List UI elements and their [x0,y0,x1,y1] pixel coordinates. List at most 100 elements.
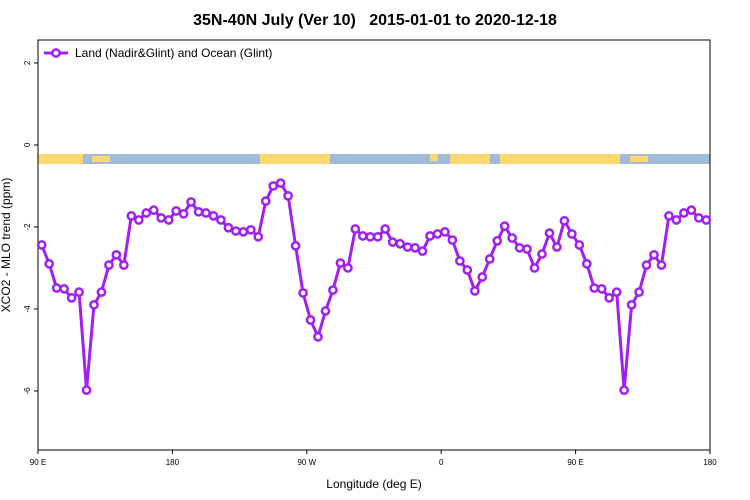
data-point [686,205,697,215]
data-point [133,215,144,225]
y-tick-label: -2 [23,223,32,231]
data-point [507,233,517,243]
data-point [634,287,644,297]
data-point [693,213,704,223]
data-point [313,331,323,342]
data-point [238,227,249,237]
data-point [649,249,659,260]
data-point [186,197,196,207]
data-point [104,260,114,270]
y-tick-label: -4 [23,305,32,313]
data-point [320,306,331,316]
chart-title: 35N-40N July (Ver 10) 2015-01-01 to 2020… [193,12,557,29]
data-point [141,208,152,218]
data-point [298,288,308,298]
data-point [484,254,495,264]
data-point [626,300,637,310]
legend-label: Land (Nadir&Glint) and Ocean (Glint) [75,46,272,60]
data-point [410,243,420,253]
data-point [283,190,293,201]
x-tick-label: 180 [166,458,180,467]
data-point [208,211,219,221]
x-tick-label: 0 [439,458,444,467]
data-point [44,259,55,269]
data-point [589,283,600,293]
data-point [216,215,226,225]
data-point [395,238,405,249]
x-tick-label: 90 E [567,458,583,467]
data-point [372,231,383,242]
x-tick-label: 90 E [30,458,46,467]
data-point [455,256,465,266]
y-tick-label: 2 [23,60,32,65]
y-tick-label: -6 [23,387,32,395]
land-ocean-strip [38,154,710,164]
data-point [559,215,570,226]
data-point [581,259,592,269]
data-point [529,263,540,273]
data-point [290,240,301,251]
data-point [96,287,107,297]
data-point [178,208,189,219]
x-axis-label: Longitude (deg E) [326,477,421,491]
data-point [59,284,69,294]
data-point [335,258,346,268]
data-point [365,231,376,242]
data-point [275,178,286,188]
data-point [447,235,458,245]
data-point [223,222,234,233]
data-point [492,236,503,246]
data-point [343,263,353,273]
data-point [522,244,532,254]
data-point [245,224,256,235]
data-point [74,287,84,297]
data-point [656,260,667,270]
data-point [664,211,674,221]
x-tick-label: 90 W [297,458,316,467]
data-point [619,385,629,395]
data-point [81,385,92,395]
data-point [611,287,622,297]
data-point [425,231,435,241]
data-point [387,237,398,247]
data-point [36,240,47,250]
data-point [231,226,241,236]
data-point [51,283,62,293]
data-point [357,231,368,241]
data-point [679,208,689,218]
data-point [462,265,473,275]
data-point [111,249,122,260]
data-point [552,242,562,252]
legend-marker [51,48,61,58]
data-point [260,196,271,206]
data-point [440,227,450,237]
data-point [201,208,211,218]
data-point [66,293,77,303]
data-point [171,206,181,216]
series-line [40,181,707,392]
data-point [156,213,167,223]
data-point [701,215,712,225]
data-point [268,181,279,191]
y-tick-label: 0 [23,142,32,147]
data-point [193,206,204,217]
data-point [417,246,428,256]
data-point [328,285,338,295]
data-point [671,215,682,225]
data-point [604,293,615,303]
data-point [537,249,547,259]
data-point [350,224,361,234]
data-point [514,243,525,253]
data-point [567,229,577,239]
data-point [253,231,264,242]
data-point [596,284,607,294]
data-point [148,205,159,215]
data-point [305,315,316,325]
data-point [432,229,443,239]
data-point [89,300,99,310]
data-point [544,228,555,238]
data-point [119,260,129,270]
data-point [402,242,413,252]
data-point [163,215,174,225]
